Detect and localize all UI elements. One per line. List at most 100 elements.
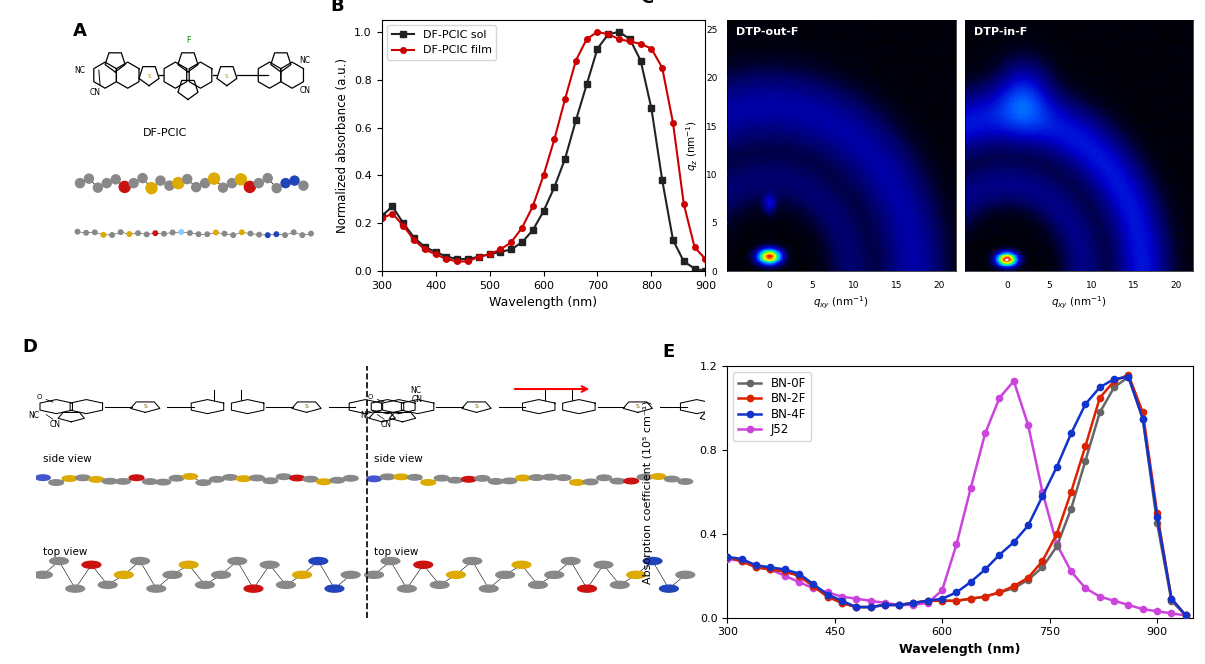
DF-PCIC film xyxy=(623,37,637,45)
Circle shape xyxy=(82,561,101,568)
Circle shape xyxy=(290,176,299,185)
Circle shape xyxy=(260,561,280,568)
Circle shape xyxy=(210,477,224,482)
Circle shape xyxy=(102,179,111,188)
BN-0F xyxy=(792,572,806,580)
Text: NC: NC xyxy=(29,411,40,420)
Circle shape xyxy=(163,571,182,578)
BN-0F xyxy=(906,599,921,607)
Circle shape xyxy=(84,174,94,183)
Circle shape xyxy=(610,478,625,484)
Text: S: S xyxy=(475,404,478,409)
Circle shape xyxy=(76,179,84,188)
Line: BN-0F: BN-0F xyxy=(724,374,1189,619)
Text: S: S xyxy=(147,74,151,79)
BN-4F xyxy=(835,597,850,605)
Circle shape xyxy=(66,585,84,592)
J52 xyxy=(850,595,864,603)
Circle shape xyxy=(398,585,416,592)
Text: side view: side view xyxy=(374,454,423,464)
Y-axis label: Normalized absorbance (a.u.): Normalized absorbance (a.u.) xyxy=(336,58,348,233)
BN-2F xyxy=(964,595,978,603)
BN-2F xyxy=(835,599,850,607)
Text: S: S xyxy=(636,404,640,409)
Circle shape xyxy=(308,231,313,236)
Circle shape xyxy=(495,571,515,578)
BN-4F xyxy=(777,566,792,574)
Circle shape xyxy=(664,476,680,482)
Circle shape xyxy=(562,558,580,564)
DF-PCIC sol xyxy=(666,236,681,244)
BN-2F xyxy=(1006,582,1021,590)
DF-PCIC film xyxy=(439,255,453,263)
Text: F: F xyxy=(186,35,190,44)
Circle shape xyxy=(577,585,596,592)
DF-PCIC film xyxy=(698,255,712,263)
X-axis label: Wavelength (nm): Wavelength (nm) xyxy=(489,296,598,309)
DF-PCIC film xyxy=(429,250,443,258)
Circle shape xyxy=(341,571,360,578)
BN-2F xyxy=(792,572,806,580)
Circle shape xyxy=(119,181,130,193)
Circle shape xyxy=(430,582,449,588)
Circle shape xyxy=(463,558,482,564)
BN-4F xyxy=(734,555,748,563)
J52 xyxy=(1006,377,1021,385)
BN-0F xyxy=(719,553,734,561)
DF-PCIC film xyxy=(612,35,627,43)
BN-0F xyxy=(763,566,777,574)
Circle shape xyxy=(146,183,157,194)
Circle shape xyxy=(180,561,198,568)
Circle shape xyxy=(114,571,134,578)
Circle shape xyxy=(93,183,102,192)
BN-0F xyxy=(892,601,906,609)
Circle shape xyxy=(292,230,296,234)
BN-0F xyxy=(1107,383,1122,391)
DF-PCIC sol xyxy=(569,116,583,124)
Circle shape xyxy=(293,571,311,578)
DF-PCIC film xyxy=(580,35,594,43)
DF-PCIC sol xyxy=(645,104,659,112)
Circle shape xyxy=(240,230,245,234)
Circle shape xyxy=(570,479,584,485)
BN-2F xyxy=(821,592,835,600)
DF-PCIC sol xyxy=(396,219,411,227)
Circle shape xyxy=(529,582,547,588)
Circle shape xyxy=(343,475,358,481)
Circle shape xyxy=(330,477,345,483)
DF-PCIC sol xyxy=(623,35,637,43)
DF-PCIC sol xyxy=(471,253,486,261)
Circle shape xyxy=(263,478,277,483)
DF-PCIC sol xyxy=(418,243,433,251)
BN-2F xyxy=(1050,530,1064,538)
Circle shape xyxy=(235,174,246,185)
Circle shape xyxy=(222,231,227,236)
X-axis label: $q_{xy}\ \rm(nm^{-1})$: $q_{xy}\ \rm(nm^{-1})$ xyxy=(813,295,869,311)
J52 xyxy=(906,601,921,609)
DF-PCIC film xyxy=(471,253,486,261)
Circle shape xyxy=(111,175,120,184)
Text: DF-PCIC: DF-PCIC xyxy=(143,128,188,138)
J52 xyxy=(1107,597,1122,605)
J52 xyxy=(892,601,906,609)
DF-PCIC film xyxy=(493,246,507,254)
Circle shape xyxy=(583,479,598,485)
BN-4F xyxy=(1150,513,1164,521)
BN-2F xyxy=(1078,442,1093,450)
BN-2F xyxy=(906,599,921,607)
DF-PCIC film xyxy=(645,44,659,52)
J52 xyxy=(935,586,950,594)
Text: side view: side view xyxy=(43,454,92,464)
BN-2F xyxy=(1164,595,1178,603)
J52 xyxy=(806,584,821,592)
BN-0F xyxy=(1035,563,1050,571)
Circle shape xyxy=(101,232,106,237)
BN-0F xyxy=(1150,519,1164,527)
Circle shape xyxy=(155,176,165,185)
Line: BN-2F: BN-2F xyxy=(724,372,1189,619)
J52 xyxy=(1064,568,1078,576)
BN-4F xyxy=(1078,400,1093,408)
BN-2F xyxy=(978,592,993,600)
Text: S: S xyxy=(225,74,229,79)
BN-4F xyxy=(1178,612,1193,620)
